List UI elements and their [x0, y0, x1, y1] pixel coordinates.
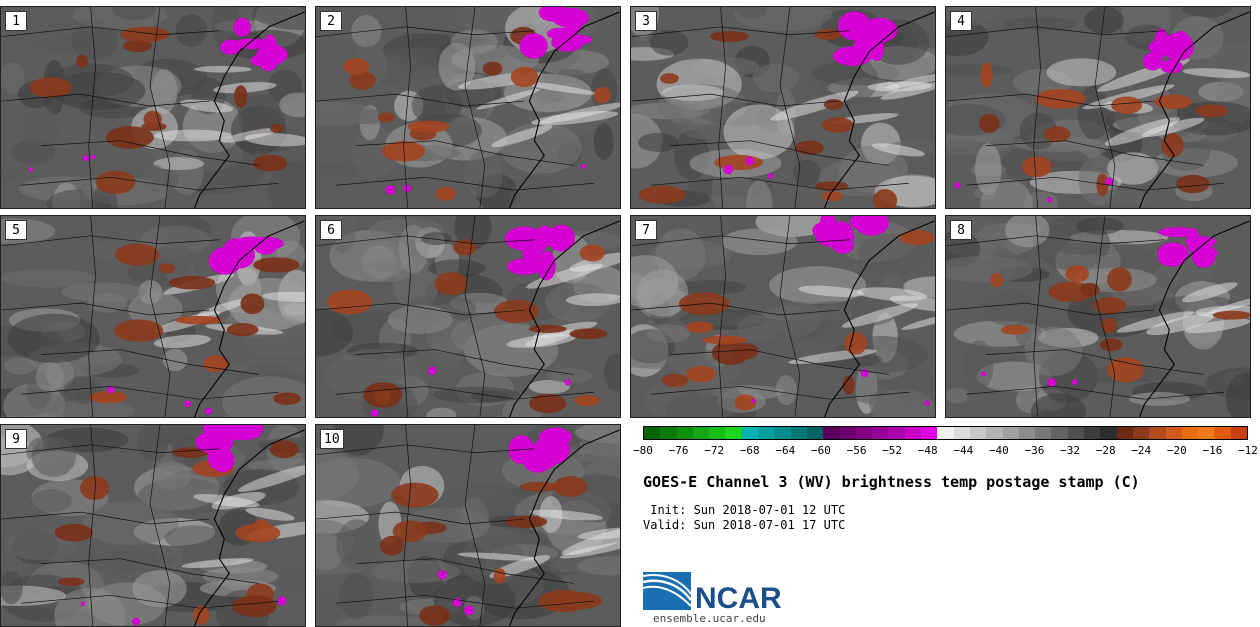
colorbar [643, 426, 1248, 440]
colorbar-swatch [692, 427, 710, 439]
colorbar-swatch [1149, 427, 1166, 439]
panel-number: 10 [320, 429, 344, 449]
colorbar-swatch [1181, 427, 1199, 439]
wv-map [1, 216, 305, 417]
panel-number: 1 [5, 11, 27, 31]
colorbar-swatch [660, 427, 677, 439]
stamp-panel-5: 5 [0, 215, 306, 418]
panel-number: 7 [635, 220, 657, 240]
colorbar-swatch [774, 427, 791, 439]
stamp-panel-4: 4 [945, 6, 1251, 209]
colorbar-tick-label: −32 [1060, 444, 1080, 457]
ncar-logo: NCAR [643, 572, 782, 614]
stamp-panel-3: 3 [630, 6, 936, 209]
colorbar-swatch [888, 427, 905, 439]
panel-number: 4 [950, 11, 972, 31]
colorbar-tick-label: −44 [953, 444, 974, 457]
panel-number: 5 [5, 220, 27, 240]
logo-wordmark: NCAR [695, 582, 782, 614]
colorbar-tick-label: −80 [633, 444, 653, 457]
colorbar-swatch [969, 427, 987, 439]
colorbar-tick-label: −20 [1166, 444, 1187, 457]
colorbar-swatch [1214, 427, 1231, 439]
stamp-panel-6: 6 [315, 215, 621, 418]
colorbar-swatch [741, 427, 759, 439]
colorbar-swatch [904, 427, 922, 439]
colorbar-swatch [1018, 427, 1036, 439]
panel-number: 9 [5, 429, 27, 449]
wv-map [631, 216, 935, 417]
colorbar-swatch [806, 427, 824, 439]
colorbar-swatch [1230, 427, 1247, 439]
colorbar-swatch [758, 427, 775, 439]
colorbar-swatch [1198, 427, 1215, 439]
colorbar-swatch [823, 427, 840, 439]
colorbar-swatch [676, 427, 693, 439]
colorbar-swatch [1165, 427, 1182, 439]
wv-map [316, 216, 620, 417]
colorbar-tick-label: −36 [1024, 444, 1045, 457]
colorbar-tick-label: −52 [882, 444, 903, 457]
colorbar-swatch [855, 427, 873, 439]
wv-map [316, 7, 620, 208]
panel-number: 3 [635, 11, 657, 31]
colorbar-swatch [1100, 427, 1117, 439]
colorbar-swatch [839, 427, 856, 439]
stamp-panel-8: 8 [945, 215, 1251, 418]
wv-map [631, 7, 935, 208]
colorbar-swatch [644, 427, 661, 439]
colorbar-swatch [953, 427, 970, 439]
colorbar-tick-label: −48 [917, 444, 938, 457]
colorbar-swatch [1067, 427, 1085, 439]
colorbar-tick-label: −72 [704, 444, 725, 457]
panel-number: 2 [320, 11, 342, 31]
colorbar-swatch [872, 427, 889, 439]
colorbar-tick-label: −40 [988, 444, 1009, 457]
figure-title: GOES-E Channel 3 (WV) brightness temp po… [643, 473, 1140, 491]
colorbar-swatch [921, 427, 938, 439]
panel-number: 8 [950, 220, 972, 240]
colorbar-swatch [1132, 427, 1150, 439]
colorbar-swatch [790, 427, 807, 439]
colorbar-swatch [986, 427, 1003, 439]
stamp-panel-2: 2 [315, 6, 621, 209]
wv-map [1, 425, 305, 626]
colorbar-tick-label: −16 [1202, 444, 1223, 457]
init-time: Init: Sun 2018-07-01 12 UTC [643, 503, 846, 517]
colorbar-tick-label: −60 [811, 444, 831, 457]
stamp-panel-10: 10 [315, 424, 621, 627]
colorbar-tick-label: −68 [739, 444, 760, 457]
colorbar-swatch [1084, 427, 1101, 439]
wv-map [1, 7, 305, 208]
valid-time: Valid: Sun 2018-07-01 17 UTC [643, 518, 846, 532]
colorbar-swatch [709, 427, 726, 439]
stamp-panel-1: 1 [0, 6, 306, 209]
colorbar-ticks: −80 −76 −72 −68 −64 −60 −56 −52 −48 −44 −40 −36 −32 −… [633, 444, 1258, 460]
colorbar-tick-label: −28 [1095, 444, 1116, 457]
website-url: ensemble.ucar.edu [653, 612, 766, 625]
stamp-panel-9: 9 [0, 424, 306, 627]
colorbar-swatch [1035, 427, 1052, 439]
stamp-panel-7: 7 [630, 215, 936, 418]
colorbar-swatch [937, 427, 954, 439]
colorbar-tick-label: −12 [1238, 444, 1258, 457]
wv-map [946, 216, 1250, 417]
colorbar-swatch [1051, 427, 1068, 439]
panel-number: 6 [320, 220, 342, 240]
wv-map [316, 425, 620, 626]
colorbar-swatch [1116, 427, 1133, 439]
colorbar-swatch [725, 427, 742, 439]
colorbar-tick-label: −56 [846, 444, 867, 457]
wv-map [946, 7, 1250, 208]
colorbar-tick-label: −64 [775, 444, 796, 457]
colorbar-swatch [1002, 427, 1019, 439]
colorbar-tick-label: −76 [668, 444, 689, 457]
colorbar-tick-label: −24 [1131, 444, 1152, 457]
